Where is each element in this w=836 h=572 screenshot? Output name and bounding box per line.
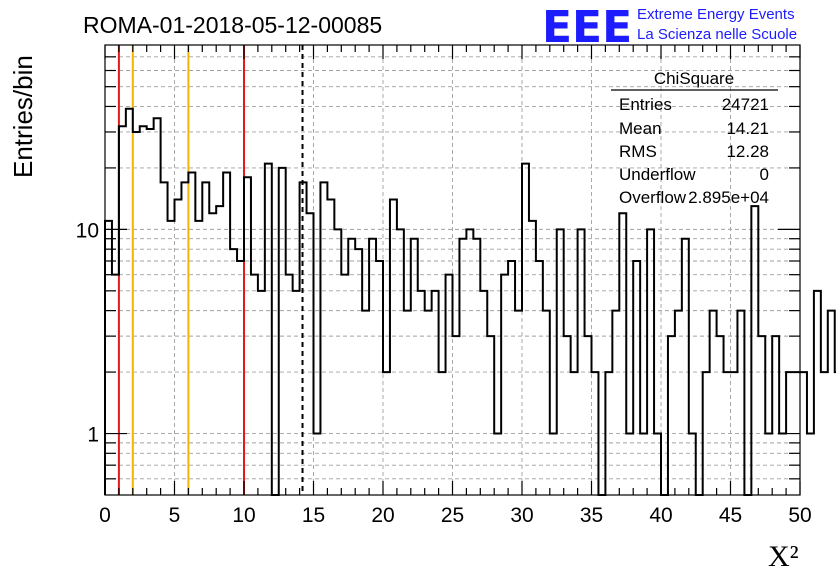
stats-value-overflow: 2.895e+04 <box>688 188 769 207</box>
x-tick-label: 5 <box>169 504 181 527</box>
x-tick-label: 30 <box>510 504 533 527</box>
x-tick-label: 45 <box>719 504 742 527</box>
x-tick-label: 10 <box>232 504 255 527</box>
histogram-bins <box>104 107 836 496</box>
x-tick-label: 20 <box>371 504 394 527</box>
axis-ticks <box>104 45 801 495</box>
chart-title: ROMA-01-2018-05-12-00085 <box>83 12 382 38</box>
x-tick-label: 15 <box>302 504 325 527</box>
x-tick-labels: 0 5 10 15 20 25 30 35 40 45 50 <box>99 504 812 527</box>
stats-box-title: ChiSquare <box>654 69 734 88</box>
stats-label-overflow: Overflow <box>619 188 687 207</box>
x-tick-label: 35 <box>580 504 603 527</box>
y-tick-labels: 1 10 <box>76 219 99 446</box>
stats-box: ChiSquare Entries 24721 Mean 14.21 RMS 1… <box>611 69 778 207</box>
x-tick-label: 50 <box>788 504 811 527</box>
logo-line-1: Extreme Energy Events <box>637 6 795 23</box>
stats-value-entries: 24721 <box>722 95 769 114</box>
stats-value-rms: 12.28 <box>726 142 769 161</box>
logo-line-2: La Scienza nelle Scuole <box>637 26 797 43</box>
y-axis-title: Entries/bin <box>8 55 38 178</box>
eee-logo: EEE Extreme Energy Events La Scienza nel… <box>542 2 797 53</box>
stats-label-mean: Mean <box>619 119 662 138</box>
y-tick-label: 10 <box>76 219 99 242</box>
x-axis-title: X² <box>768 540 799 572</box>
x-tick-label: 0 <box>99 504 111 527</box>
stats-label-underflow: Underflow <box>619 165 696 184</box>
stats-label-rms: RMS <box>619 142 657 161</box>
stats-value-mean: 14.21 <box>726 119 769 138</box>
histogram-outline <box>104 107 836 496</box>
x-tick-label: 40 <box>649 504 672 527</box>
x-tick-label: 25 <box>441 504 464 527</box>
stats-value-underflow: 0 <box>760 165 769 184</box>
y-tick-label: 1 <box>87 424 99 447</box>
stats-label-entries: Entries <box>619 95 672 114</box>
